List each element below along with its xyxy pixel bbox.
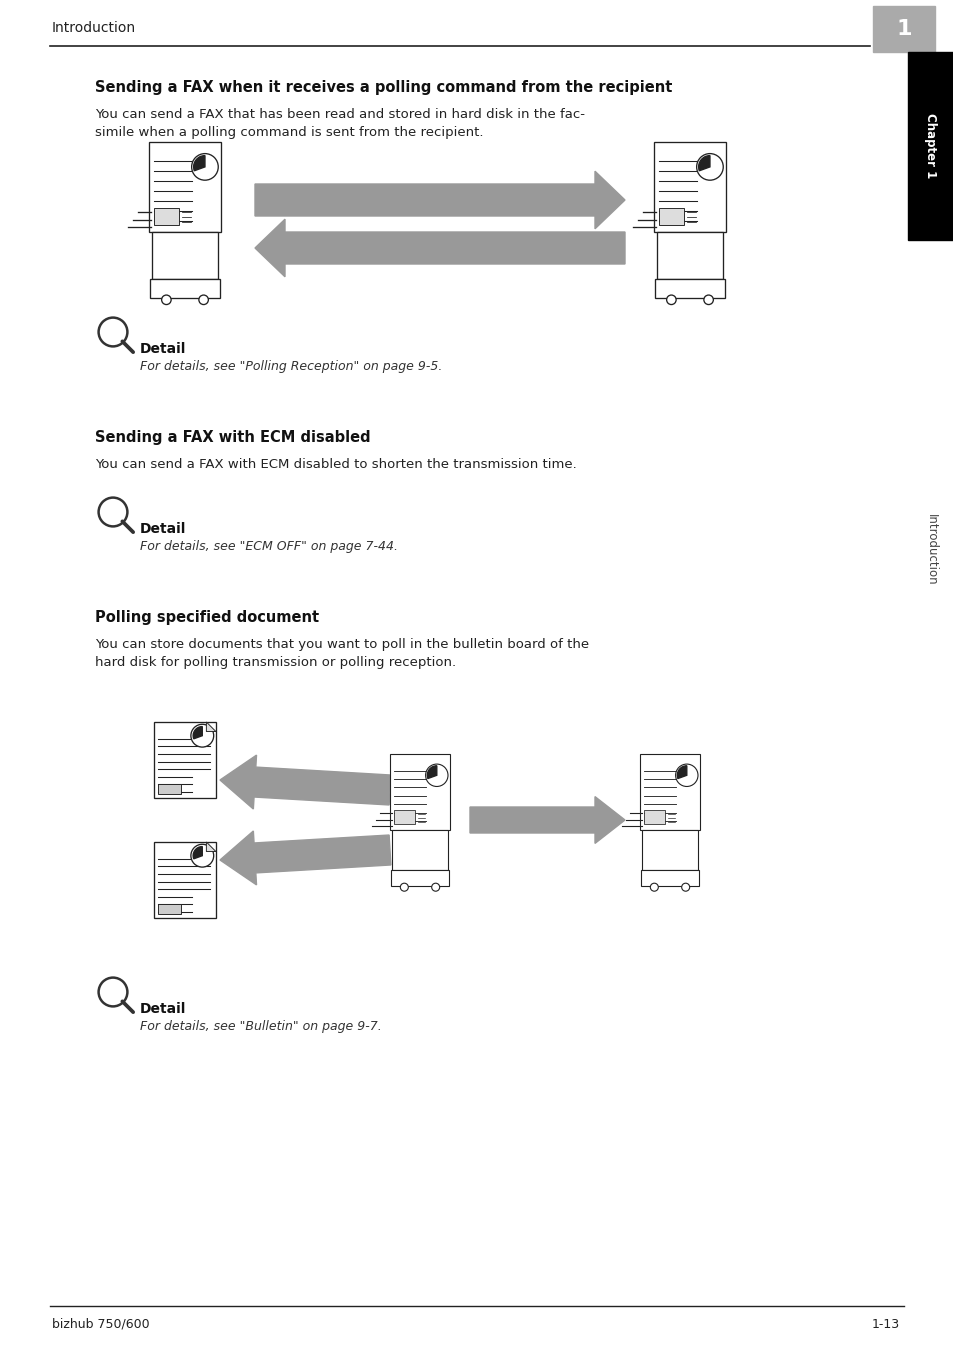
Bar: [639, 869, 699, 886]
Text: simile when a polling command is sent from the recipient.: simile when a polling command is sent fr…: [95, 126, 483, 139]
Circle shape: [400, 883, 408, 891]
Bar: [392, 830, 448, 869]
Circle shape: [681, 883, 689, 891]
Circle shape: [98, 977, 128, 1006]
Text: Detail: Detail: [140, 342, 186, 356]
Text: bizhub 750/600: bizhub 750/600: [52, 1317, 150, 1330]
Circle shape: [666, 295, 676, 304]
Bar: [872, 5, 934, 51]
Wedge shape: [427, 765, 436, 779]
Circle shape: [98, 318, 128, 346]
Circle shape: [98, 498, 128, 526]
Bar: [157, 903, 181, 914]
Bar: [150, 280, 220, 299]
Circle shape: [425, 764, 448, 787]
Text: 1: 1: [895, 19, 911, 39]
Text: For details, see "Bulletin" on page 9-7.: For details, see "Bulletin" on page 9-7.: [140, 1019, 381, 1033]
Wedge shape: [193, 155, 205, 170]
Text: Introduction: Introduction: [52, 22, 136, 35]
Wedge shape: [677, 765, 686, 779]
Wedge shape: [193, 726, 202, 738]
Polygon shape: [220, 756, 391, 808]
Bar: [153, 208, 178, 224]
Polygon shape: [206, 842, 215, 852]
Text: You can store documents that you want to poll in the bulletin board of the: You can store documents that you want to…: [95, 638, 589, 652]
Text: hard disk for polling transmission or polling reception.: hard disk for polling transmission or po…: [95, 656, 456, 669]
Text: Chapter 1: Chapter 1: [923, 114, 937, 178]
Circle shape: [192, 154, 218, 180]
Polygon shape: [470, 796, 624, 844]
Bar: [154, 842, 215, 918]
Bar: [152, 233, 218, 280]
Circle shape: [650, 883, 658, 891]
Bar: [655, 280, 724, 299]
Circle shape: [191, 725, 213, 748]
Polygon shape: [254, 172, 624, 228]
Bar: [658, 208, 683, 224]
Polygon shape: [254, 219, 624, 277]
Circle shape: [198, 295, 208, 304]
Wedge shape: [698, 155, 709, 170]
Circle shape: [703, 295, 713, 304]
Circle shape: [191, 844, 213, 867]
Bar: [639, 754, 700, 830]
Bar: [654, 142, 725, 233]
Bar: [150, 142, 220, 233]
Bar: [907, 51, 953, 241]
Bar: [656, 233, 722, 280]
Text: You can send a FAX that has been read and stored in hard disk in the fac-: You can send a FAX that has been read an…: [95, 108, 584, 120]
Bar: [154, 722, 215, 798]
Wedge shape: [193, 846, 202, 859]
Polygon shape: [220, 831, 391, 886]
Text: Sending a FAX with ECM disabled: Sending a FAX with ECM disabled: [95, 430, 370, 445]
Polygon shape: [206, 722, 215, 731]
Bar: [641, 830, 698, 869]
Text: For details, see "ECM OFF" on page 7-44.: For details, see "ECM OFF" on page 7-44.: [140, 539, 397, 553]
Bar: [394, 810, 415, 823]
Bar: [643, 810, 664, 823]
Text: Detail: Detail: [140, 522, 186, 535]
Bar: [157, 784, 181, 794]
Text: You can send a FAX with ECM disabled to shorten the transmission time.: You can send a FAX with ECM disabled to …: [95, 458, 577, 470]
Text: 1-13: 1-13: [871, 1317, 899, 1330]
Bar: [390, 754, 450, 830]
Text: Detail: Detail: [140, 1002, 186, 1015]
Circle shape: [696, 154, 722, 180]
Circle shape: [161, 295, 171, 304]
Text: Sending a FAX when it receives a polling command from the recipient: Sending a FAX when it receives a polling…: [95, 80, 672, 95]
Text: For details, see "Polling Reception" on page 9-5.: For details, see "Polling Reception" on …: [140, 360, 442, 373]
Circle shape: [431, 883, 439, 891]
Circle shape: [675, 764, 698, 787]
Bar: [390, 869, 449, 886]
Text: Introduction: Introduction: [923, 514, 937, 585]
Text: Polling specified document: Polling specified document: [95, 610, 319, 625]
